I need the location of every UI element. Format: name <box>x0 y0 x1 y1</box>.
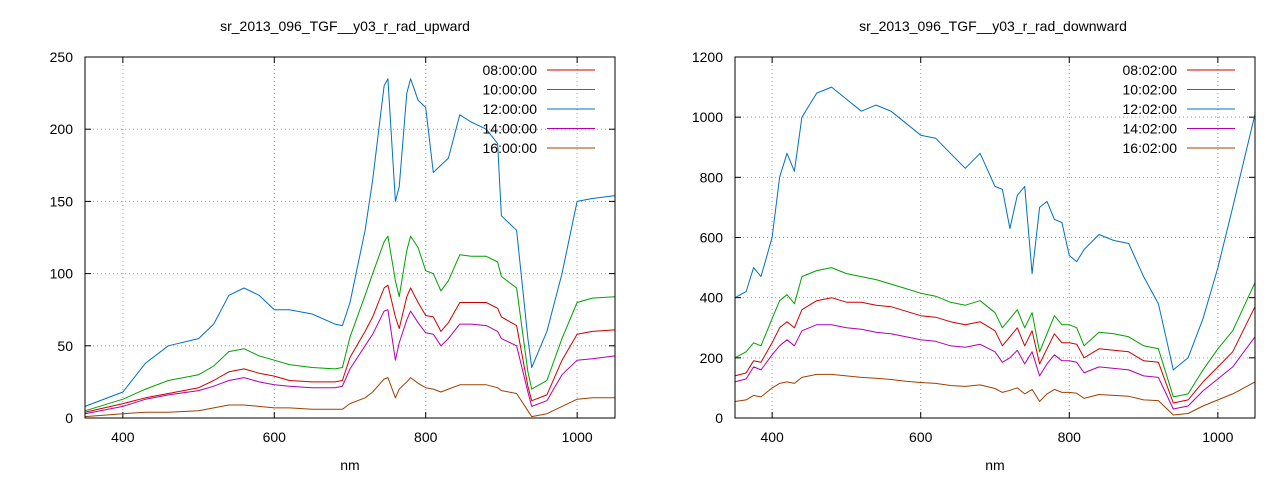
series-line-080200 <box>734 297 1256 404</box>
x-tick-label: 400 <box>111 429 135 445</box>
legend-label: 08:02:00 <box>1123 62 1178 78</box>
series-line-140000 <box>84 309 616 415</box>
series-line-080000 <box>84 284 616 413</box>
x-axis-label: nm <box>340 457 359 473</box>
y-tick-label: 400 <box>700 290 724 306</box>
legend-label: 10:00:00 <box>483 82 538 98</box>
chart-title: sr_2013_096_TGF__y03_r_rad_downward <box>859 18 1127 34</box>
y-tick-label: 200 <box>50 121 74 137</box>
legend-label: 12:00:00 <box>483 101 538 117</box>
legend-label: 16:02:00 <box>1123 140 1178 156</box>
y-tick-label: 50 <box>57 338 73 354</box>
y-tick-label: 0 <box>65 410 73 426</box>
x-tick-label: 800 <box>1058 429 1082 445</box>
x-tick-label: 1000 <box>562 429 593 445</box>
y-tick-label: 600 <box>700 230 724 246</box>
plot-frame <box>734 56 1256 419</box>
series-line-160200 <box>734 373 1256 416</box>
x-tick-label: 1000 <box>1202 429 1233 445</box>
legend-label: 16:00:00 <box>483 140 538 156</box>
series-line-120000 <box>84 78 616 407</box>
y-tick-label: 1000 <box>692 109 723 125</box>
y-tick-label: 100 <box>50 266 74 282</box>
legend-label: 08:00:00 <box>483 62 538 78</box>
y-tick-label: 1200 <box>692 49 723 65</box>
legend-label: 14:02:00 <box>1123 121 1178 137</box>
x-axis-label: nm <box>985 457 1004 473</box>
plot-frame <box>84 56 616 419</box>
y-tick-label: 200 <box>700 350 724 366</box>
y-tick-label: 250 <box>50 49 74 65</box>
series-line-100000 <box>84 235 616 412</box>
legend-label: 14:00:00 <box>483 121 538 137</box>
chart-panel-1: sr_2013_096_TGF__y03_r_rad_upward 0 50 100 1… <box>50 18 616 473</box>
y-tick-label: 150 <box>50 193 74 209</box>
series-line-140200 <box>734 324 1256 410</box>
series-line-100200 <box>734 267 1256 398</box>
y-tick-label: 800 <box>700 169 724 185</box>
legend-label: 10:02:00 <box>1123 82 1178 98</box>
series-line-160000 <box>84 377 615 418</box>
series-line-120200 <box>734 86 1256 371</box>
y-tick-label: 0 <box>715 410 723 426</box>
x-tick-label: 600 <box>909 429 933 445</box>
x-tick-label: 800 <box>414 429 438 445</box>
legend-label: 12:02:00 <box>1123 101 1178 117</box>
x-tick-label: 600 <box>263 429 287 445</box>
chart-title: sr_2013_096_TGF__y03_r_rad_upward <box>220 18 470 34</box>
chart-panel-2: sr_2013_096_TGF__y03_r_rad_downward 0 200 4… <box>692 18 1256 473</box>
x-tick-label: 400 <box>760 429 784 445</box>
